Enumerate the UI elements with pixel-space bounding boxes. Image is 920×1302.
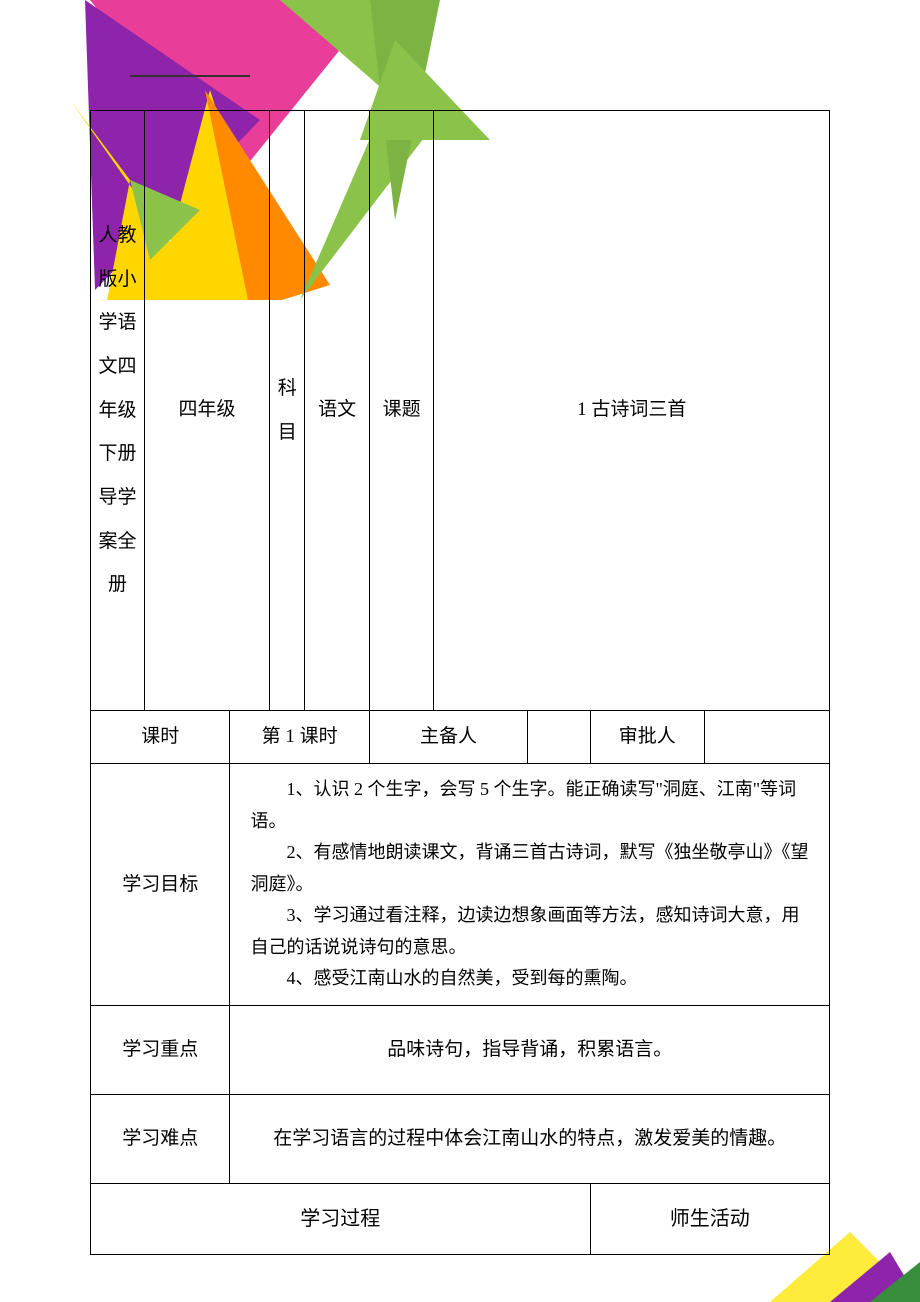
section-row: 学习过程 师生活动 [91,1183,830,1254]
preparer-value [528,711,590,764]
approver-label: 审批人 [590,711,704,764]
subject-label-cell: 科目 [270,111,305,711]
approver-value [705,711,830,764]
topic-label-cell: 课题 [369,111,434,711]
goal-line-4: 4、感受江南山水的自然美，受到每的熏陶。 [250,963,809,995]
goal-line-3: 3、学习通过看注释，边读边想象画面等方法，感知诗词大意，用自己的话说说诗句的意思… [250,900,809,963]
focus-label: 学习重点 [91,1005,230,1094]
focus-row: 学习重点 品味诗句，指导背诵，积累语言。 [91,1005,830,1094]
goals-row: 学习目标 1、认识 2 个生字，会写 5 个生字。能正确读写"洞庭、江南"等词语… [91,764,830,1006]
title-cell: 人教版小学语文四年级下册导学案全册 [91,111,145,711]
preparer-label: 主备人 [369,711,527,764]
goals-label: 学习目标 [91,764,230,1006]
difficulty-row: 学习难点 在学习语言的过程中体会江南山水的特点，激发爱美的情趣。 [91,1094,830,1183]
subject-value-cell: 语文 [305,111,370,711]
goal-line-1: 1、认识 2 个生字，会写 5 个生字。能正确读写"洞庭、江南"等词语。 [250,774,809,837]
period-label: 课时 [91,711,230,764]
grade-cell: 四年级 [145,111,270,711]
process-label: 学习过程 [91,1183,591,1254]
goal-line-2: 2、有感情地朗读课文，背诵三首古诗词，默写《独坐敬亭山》《望洞庭》。 [250,837,809,900]
difficulty-text: 在学习语言的过程中体会江南山水的特点，激发爱美的情趣。 [230,1094,830,1183]
goals-text: 1、认识 2 个生字，会写 5 个生字。能正确读写"洞庭、江南"等词语。 2、有… [230,764,830,1006]
activity-label: 师生活动 [590,1183,829,1254]
period-value: 第 1 课时 [230,711,369,764]
difficulty-label: 学习难点 [91,1094,230,1183]
header-row: 人教版小学语文四年级下册导学案全册 四年级 科目 语文 课题 1 古诗词三首 [91,111,830,711]
topic-value-cell: 1 古诗词三首 [434,111,830,711]
focus-text: 品味诗句，指导背诵，积累语言。 [230,1005,830,1094]
lesson-plan-table: 人教版小学语文四年级下册导学案全册 四年级 科目 语文 课题 1 古诗词三首 课… [90,110,830,1255]
period-row: 课时 第 1 课时 主备人 审批人 [91,711,830,764]
main-content: 人教版小学语文四年级下册导学案全册 四年级 科目 语文 课题 1 古诗词三首 课… [0,0,920,1255]
